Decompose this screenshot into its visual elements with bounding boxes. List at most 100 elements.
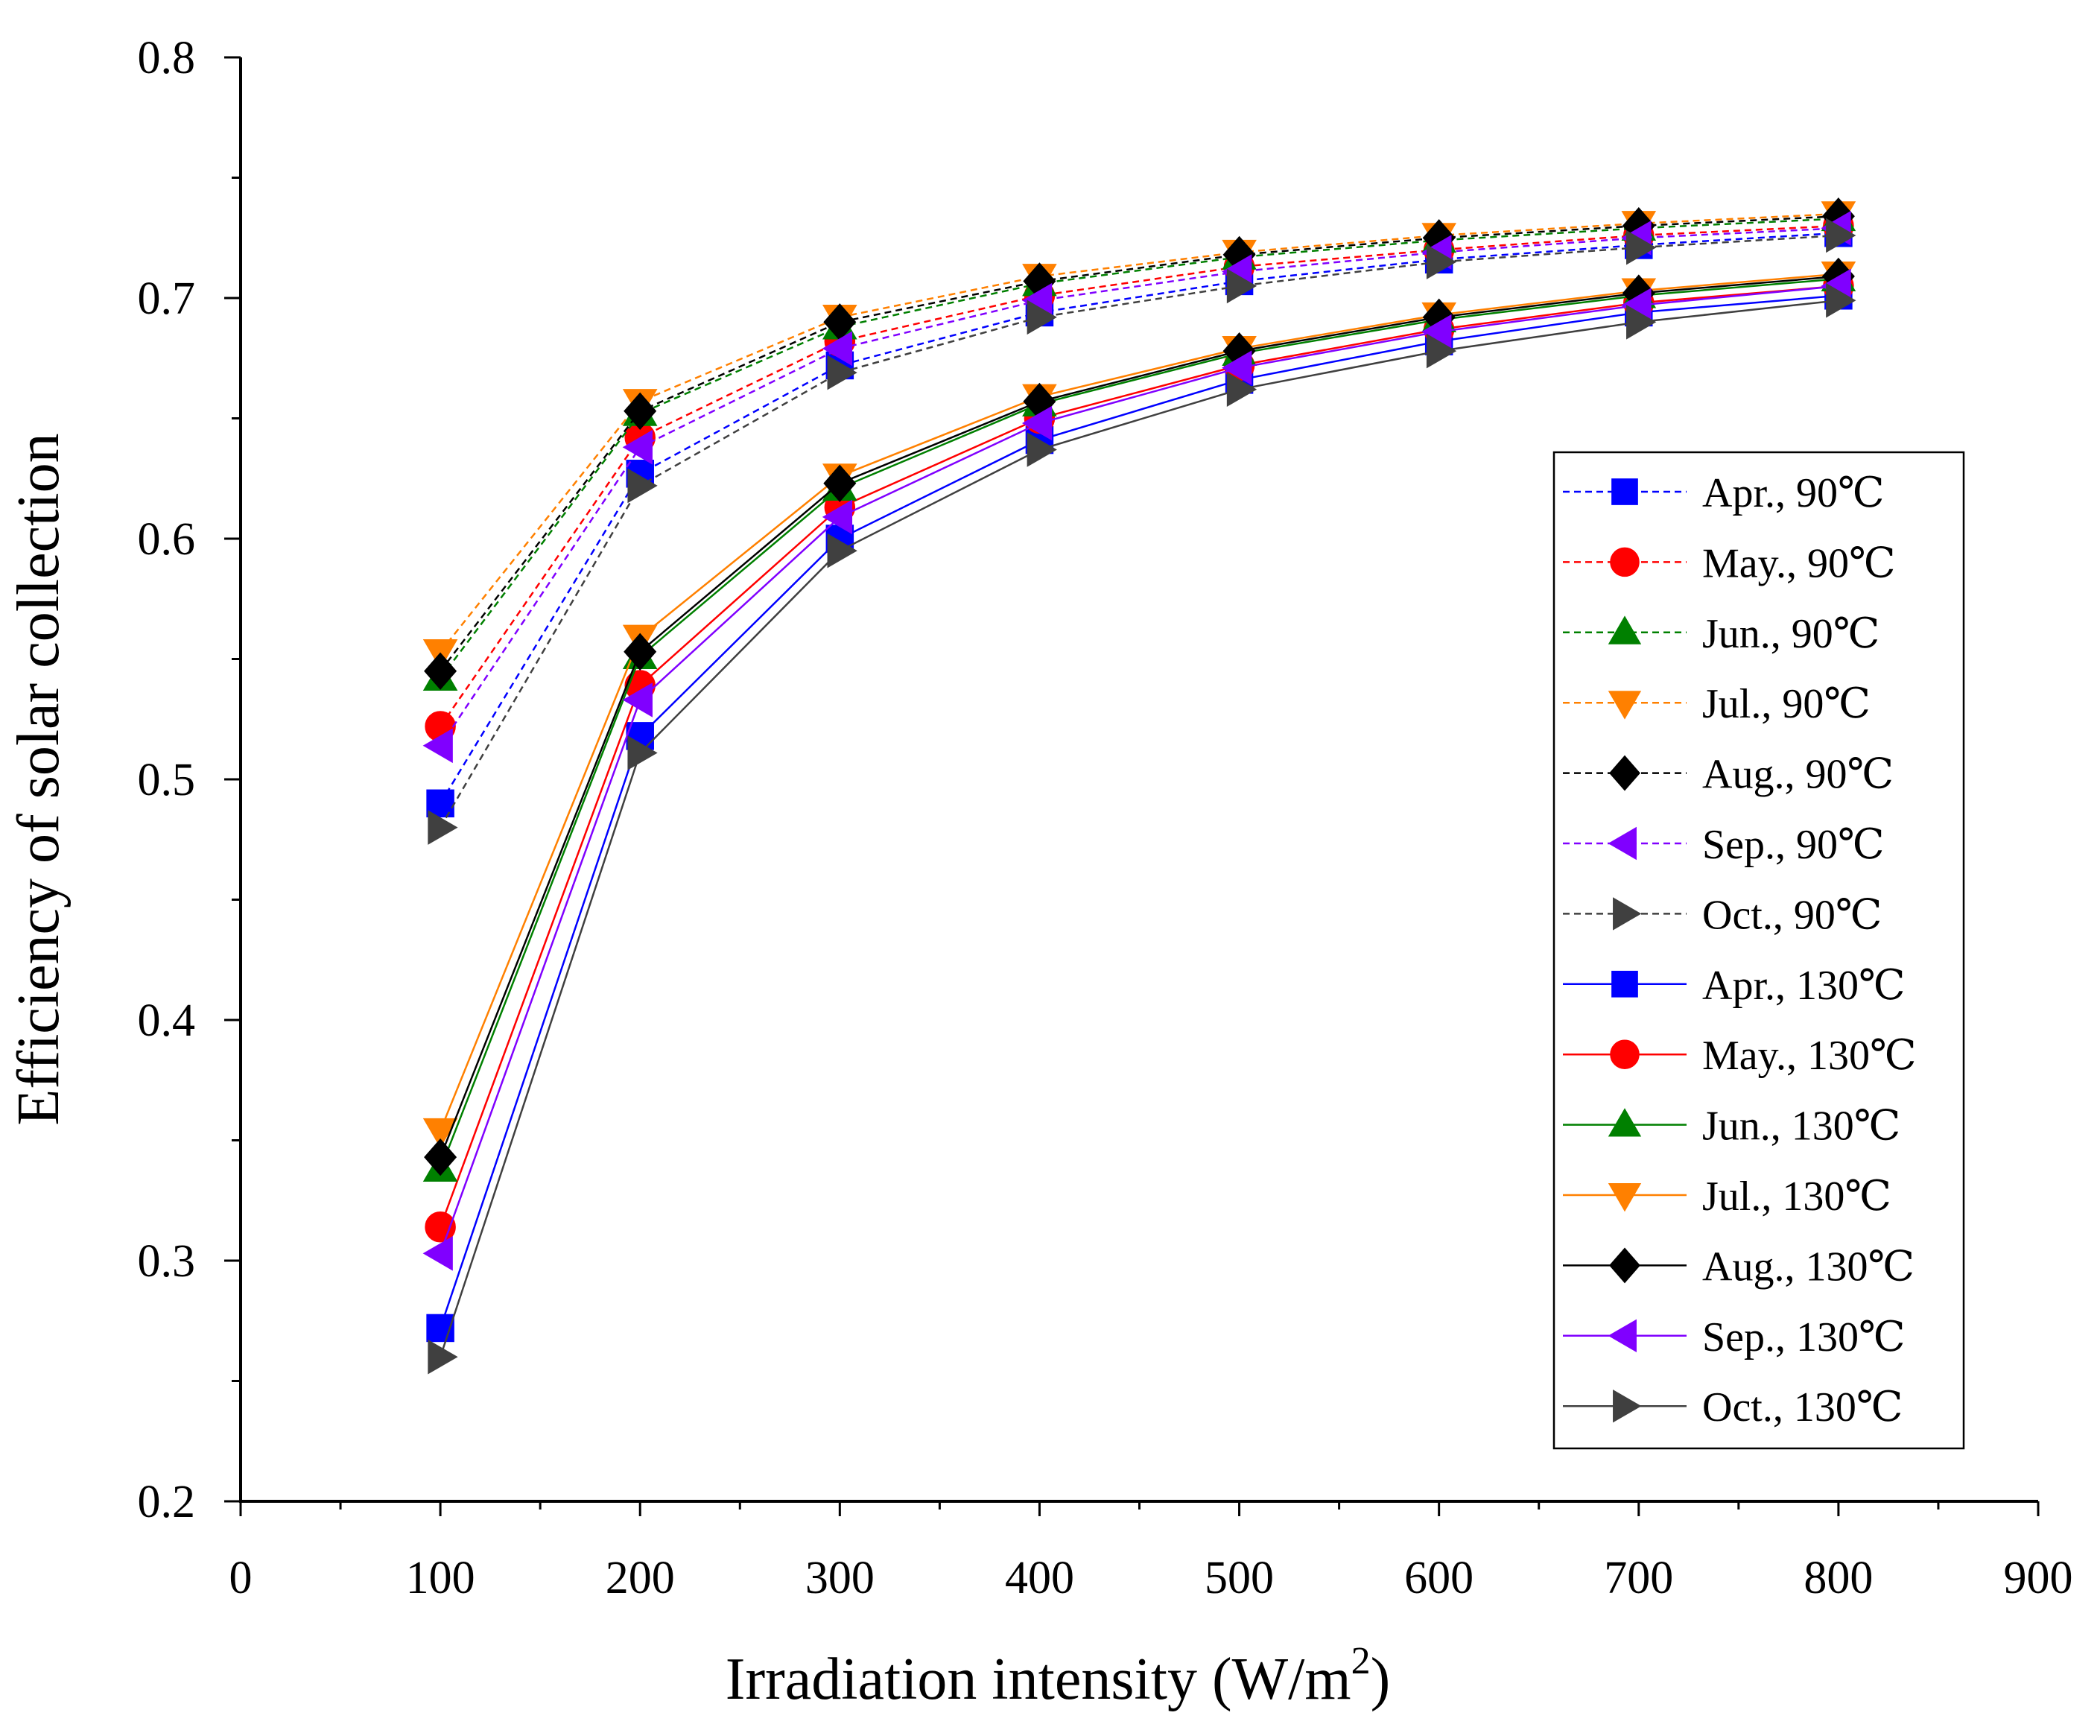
- y-tick-label: 0.7: [138, 273, 196, 324]
- ticks: 0 100 200 300 400 500 600 700 800 900 0.2 0.3 0.4 0.5…: [138, 33, 2073, 1603]
- data-point: [1826, 218, 1856, 253]
- legend-marker: [1608, 1319, 1637, 1353]
- legend-marker: [1611, 478, 1638, 505]
- data-point: [622, 429, 653, 465]
- x-tick-label: 400: [1005, 1553, 1074, 1603]
- legend-marker: [1611, 970, 1638, 998]
- legend-label: Jul., 130℃: [1702, 1173, 1891, 1220]
- data-point: [822, 331, 853, 367]
- legend-label: Oct., 130℃: [1702, 1384, 1903, 1431]
- x-tick-label: 500: [1205, 1553, 1274, 1603]
- x-tick-label: 600: [1404, 1553, 1474, 1603]
- legend-label: Aug., 130℃: [1702, 1244, 1915, 1290]
- legend-marker: [1608, 615, 1642, 644]
- data-point: [1826, 282, 1856, 318]
- x-tick-label: 800: [1804, 1553, 1873, 1603]
- data-point: [1426, 244, 1457, 279]
- series-line: [440, 227, 1839, 747]
- series-7: [428, 218, 1856, 845]
- series-line: [439, 275, 1839, 1158]
- legend-label: Oct., 90℃: [1702, 892, 1882, 938]
- legend-marker: [1610, 547, 1640, 577]
- series-layer: [422, 197, 1856, 1375]
- legend-marker: [1609, 1247, 1640, 1284]
- y-axis-title: Efficiency of solar collection: [6, 433, 72, 1125]
- series-14: [428, 282, 1856, 1375]
- legend-marker: [1608, 691, 1642, 720]
- legend-marker: [1608, 826, 1637, 861]
- series-line: [440, 212, 1839, 653]
- data-point: [1021, 405, 1053, 441]
- legend-label: May., 130℃: [1702, 1033, 1917, 1079]
- legend-label: Aug., 90℃: [1702, 752, 1894, 798]
- y-tick-label: 0.2: [138, 1477, 196, 1527]
- data-point: [622, 682, 653, 717]
- data-point: [827, 355, 857, 390]
- y-tick-label: 0.5: [138, 755, 196, 805]
- legend-label: Sep., 130℃: [1702, 1314, 1906, 1360]
- data-point: [822, 499, 853, 535]
- legend-label: Jun., 90℃: [1702, 611, 1879, 657]
- data-point: [1222, 350, 1252, 386]
- legend-label: Apr., 130℃: [1702, 963, 1906, 1009]
- data-point: [624, 633, 657, 671]
- x-tick-label: 700: [1604, 1553, 1673, 1603]
- series-line: [440, 232, 1839, 804]
- legend-label: Jun., 130℃: [1702, 1103, 1900, 1150]
- data-point: [1027, 432, 1057, 467]
- legend-marker: [1613, 897, 1642, 931]
- legend-marker: [1610, 1039, 1640, 1069]
- legend-marker: [1608, 1183, 1642, 1212]
- legend-marker: [1608, 1108, 1642, 1137]
- data-point: [1426, 333, 1457, 369]
- series-line: [439, 285, 1839, 1228]
- data-point: [428, 810, 458, 845]
- data-point: [1626, 304, 1657, 340]
- series-line: [440, 224, 1839, 727]
- legend: Apr., 90℃ May., 90℃ Jun., 90℃ Jul., 90℃ Aug.…: [1552, 451, 1965, 1450]
- y-tick-label: 0.4: [138, 995, 196, 1046]
- x-tick-label: 900: [2004, 1553, 2073, 1603]
- data-point: [1226, 372, 1257, 408]
- y-tick-label: 0.8: [138, 33, 196, 83]
- series-line: [440, 218, 1839, 679]
- series-line: [440, 234, 1839, 829]
- legend-label: Apr., 90℃: [1702, 470, 1885, 516]
- data-point: [1226, 268, 1257, 304]
- series-line: [440, 215, 1839, 672]
- legend-label: May., 90℃: [1702, 540, 1896, 586]
- series-5: [424, 197, 1855, 690]
- series-line: [439, 294, 1839, 1328]
- data-point: [422, 1235, 453, 1271]
- data-point: [424, 1138, 457, 1176]
- data-point: [827, 533, 857, 568]
- data-point: [1626, 229, 1657, 265]
- data-point: [422, 728, 453, 764]
- data-point: [627, 468, 658, 504]
- x-tick-label: 200: [606, 1553, 675, 1603]
- data-point: [627, 735, 658, 770]
- x-axis-title: Irradiation intensity (W/m2): [726, 1640, 1390, 1712]
- data-point: [823, 464, 857, 502]
- legend-box: [1552, 451, 1965, 1450]
- data-point: [424, 652, 457, 690]
- legend-marker: [1609, 755, 1640, 791]
- x-tick-label: 300: [805, 1553, 875, 1603]
- series-line: [439, 273, 1839, 1132]
- series-line: [439, 285, 1839, 1254]
- series-line: [439, 277, 1839, 1170]
- data-point: [1027, 300, 1057, 335]
- x-tick-label: 100: [406, 1553, 475, 1603]
- legend-label: Jul., 90℃: [1702, 681, 1871, 727]
- legend-marker: [1613, 1389, 1642, 1423]
- series-line: [439, 299, 1839, 1358]
- y-tick-label: 0.6: [138, 514, 196, 565]
- x-tick-label: 0: [229, 1553, 253, 1603]
- data-point: [428, 1339, 458, 1375]
- data-point: [624, 392, 657, 430]
- legend-label: Sep., 90℃: [1702, 822, 1885, 868]
- y-tick-label: 0.3: [138, 1236, 196, 1287]
- data-point: [422, 1118, 458, 1149]
